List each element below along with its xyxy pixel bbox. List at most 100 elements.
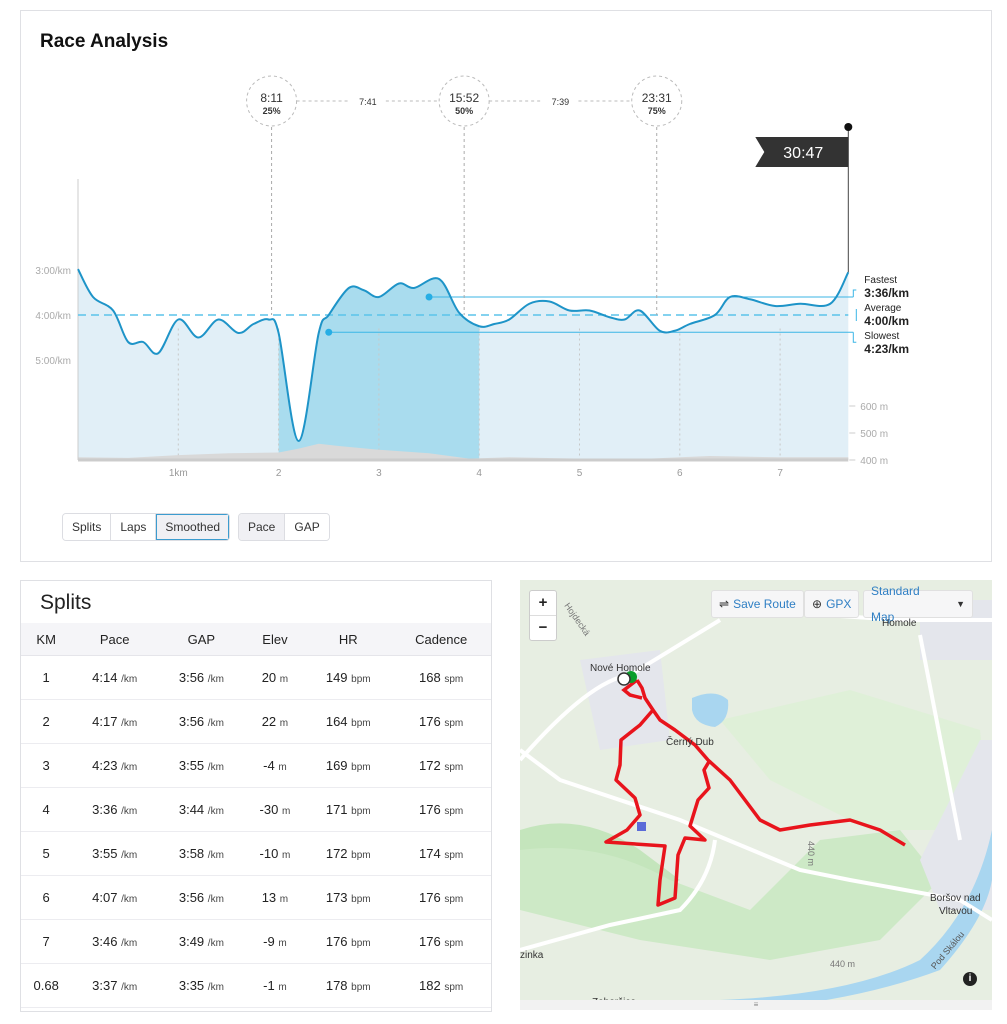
split-km-value: 3 xyxy=(42,758,50,773)
unit-label: bpm xyxy=(351,806,371,817)
map-label: 440 m xyxy=(806,840,817,867)
save-route-label: Save Route xyxy=(733,597,796,611)
split-row: 3 4:23 /km 3:55 /km -4 m 169 bpm 172 spm xyxy=(21,743,491,788)
split-gap: 3:49 /km xyxy=(158,919,245,964)
split-km: 6 xyxy=(21,875,72,920)
split-elev: -9 m xyxy=(244,919,306,964)
split-hr-value: 169 xyxy=(325,758,348,773)
column-header-cadence[interactable]: Cadence xyxy=(391,623,491,656)
split-elev: 22 m xyxy=(244,699,306,744)
split-cad: 176 spm xyxy=(391,875,491,920)
unit-label: /km xyxy=(207,938,224,949)
column-header-elev[interactable]: Elev xyxy=(244,623,306,656)
route-map[interactable]: + − ⇌ Save Route ⊕ GPX Standard Map ▼ No… xyxy=(520,580,992,1010)
map-label: Nové Homole xyxy=(590,663,651,674)
split-km: 4 xyxy=(21,787,72,832)
split-gap-value: 3:58 xyxy=(178,846,205,861)
unit-label: /km xyxy=(207,762,224,773)
laps-view-button[interactable]: Laps xyxy=(111,514,157,540)
checkpoint-circle xyxy=(438,75,490,127)
split-elev-value: -30 xyxy=(259,802,279,817)
smoothed-view-button[interactable]: Smoothed xyxy=(156,514,230,540)
interval-time: 7:41 xyxy=(359,97,377,107)
slowest-value: 4:23/km xyxy=(864,342,909,356)
elev-tick-label: 400 m xyxy=(860,456,888,467)
unit-label: bpm xyxy=(351,938,371,949)
race-analysis-card: Race Analysis 1km 2 3 4 5 6 7 3:00/km 4:00/km 5:0… xyxy=(20,10,992,562)
finish-time: 30:47 xyxy=(783,145,823,162)
zoom-in-button[interactable]: + xyxy=(530,591,556,616)
split-elev: -1 m xyxy=(244,963,306,1008)
split-km-value: 4 xyxy=(42,802,50,817)
checkpoint-percent: 50% xyxy=(455,106,473,116)
fastest-value: 3:36/km xyxy=(864,286,909,300)
caret-down-icon: ▼ xyxy=(956,599,965,609)
split-cad-value: 176 xyxy=(419,714,441,729)
unit-label: m xyxy=(279,894,289,905)
column-header-pace[interactable]: Pace xyxy=(71,623,159,656)
split-cad: 182 spm xyxy=(391,963,491,1008)
checkpoint-percent: 25% xyxy=(263,106,281,116)
info-icon[interactable]: i xyxy=(963,972,977,986)
pace-line xyxy=(77,268,850,443)
splits-view-button[interactable]: Splits xyxy=(63,514,112,540)
route-icon: ⇌ xyxy=(719,597,730,611)
split-km: 5 xyxy=(21,831,72,876)
split-pace: 4:17 /km xyxy=(71,699,159,744)
map-style-label: Standard Map xyxy=(871,584,920,624)
resize-handle[interactable]: ≡ xyxy=(520,1000,992,1010)
unit-label: m xyxy=(279,718,289,729)
split-cad-value: 174 xyxy=(419,846,441,861)
split-cad-value: 172 xyxy=(419,758,441,773)
elev-tick-label: 500 m xyxy=(860,429,888,440)
unit-label: /km xyxy=(207,982,224,993)
split-elev-value: -1 xyxy=(263,978,275,993)
splits-header-row: KM Pace GAP Elev HR Cadence xyxy=(21,623,491,656)
column-header-gap[interactable]: GAP xyxy=(158,623,245,656)
average-label: Average xyxy=(864,303,902,314)
splits-title: Splits xyxy=(40,591,92,614)
finish-flag-icon xyxy=(755,137,849,167)
route-line xyxy=(621,678,643,700)
split-elev-value: -9 xyxy=(263,934,275,949)
gap-metric-button[interactable]: GAP xyxy=(285,514,329,540)
map-label: Boršov nad xyxy=(930,893,981,904)
split-km: 0.68 xyxy=(21,963,72,1008)
pace-metric-button[interactable]: Pace xyxy=(239,514,286,540)
split-pace-value: 4:07 xyxy=(92,890,118,905)
map-canvas[interactable] xyxy=(520,580,992,1010)
column-header-hr[interactable]: HR xyxy=(305,623,392,656)
split-cad-value: 176 xyxy=(419,890,441,905)
map-label: zinka xyxy=(520,950,544,961)
route-line xyxy=(604,708,712,907)
split-km-value: 7 xyxy=(42,934,50,949)
split-cad-value: 176 xyxy=(419,934,441,949)
split-cad: 176 spm xyxy=(391,699,491,744)
split-elev: -30 m xyxy=(244,787,306,832)
x-tick-label: 6 xyxy=(677,468,683,479)
split-cad: 174 spm xyxy=(391,831,491,876)
split-gap: 3:58 /km xyxy=(158,831,245,876)
split-cad-value: 182 xyxy=(419,978,441,993)
split-row: 6 4:07 /km 3:56 /km 13 m 173 bpm 176 spm xyxy=(21,875,491,920)
splits-table: KM Pace GAP Elev HR Cadence 1 4:14 /km 3:56 /km… xyxy=(21,623,491,1008)
unit-label: spm xyxy=(444,938,464,949)
unit-label: m xyxy=(278,938,287,949)
split-elev: -10 m xyxy=(244,831,306,876)
map-label: Homole xyxy=(882,618,917,629)
split-row: 5 3:55 /km 3:58 /km -10 m 172 bpm 174 spm xyxy=(21,831,491,876)
split-hr: 173 bpm xyxy=(305,875,392,920)
split-gap-value: 3:56 xyxy=(178,714,205,729)
zoom-out-button[interactable]: − xyxy=(538,619,548,636)
split-gap-value: 3:56 xyxy=(178,670,205,685)
save-route-button[interactable]: ⇌ Save Route xyxy=(711,590,804,618)
unit-label: spm xyxy=(444,718,464,729)
split-cad: 168 spm xyxy=(391,655,491,700)
bus-stop-icon xyxy=(637,822,646,831)
map-style-dropdown[interactable]: Standard Map ▼ xyxy=(863,584,973,624)
splits-card: Splits KM Pace GAP Elev HR Cadence 1 4:14 /km 3… xyxy=(20,580,492,1012)
split-km-value: 6 xyxy=(42,890,50,905)
x-tick-label: 4 xyxy=(476,468,482,479)
gpx-download-button[interactable]: ⊕ GPX xyxy=(804,590,860,618)
column-header-km[interactable]: KM xyxy=(21,623,72,656)
